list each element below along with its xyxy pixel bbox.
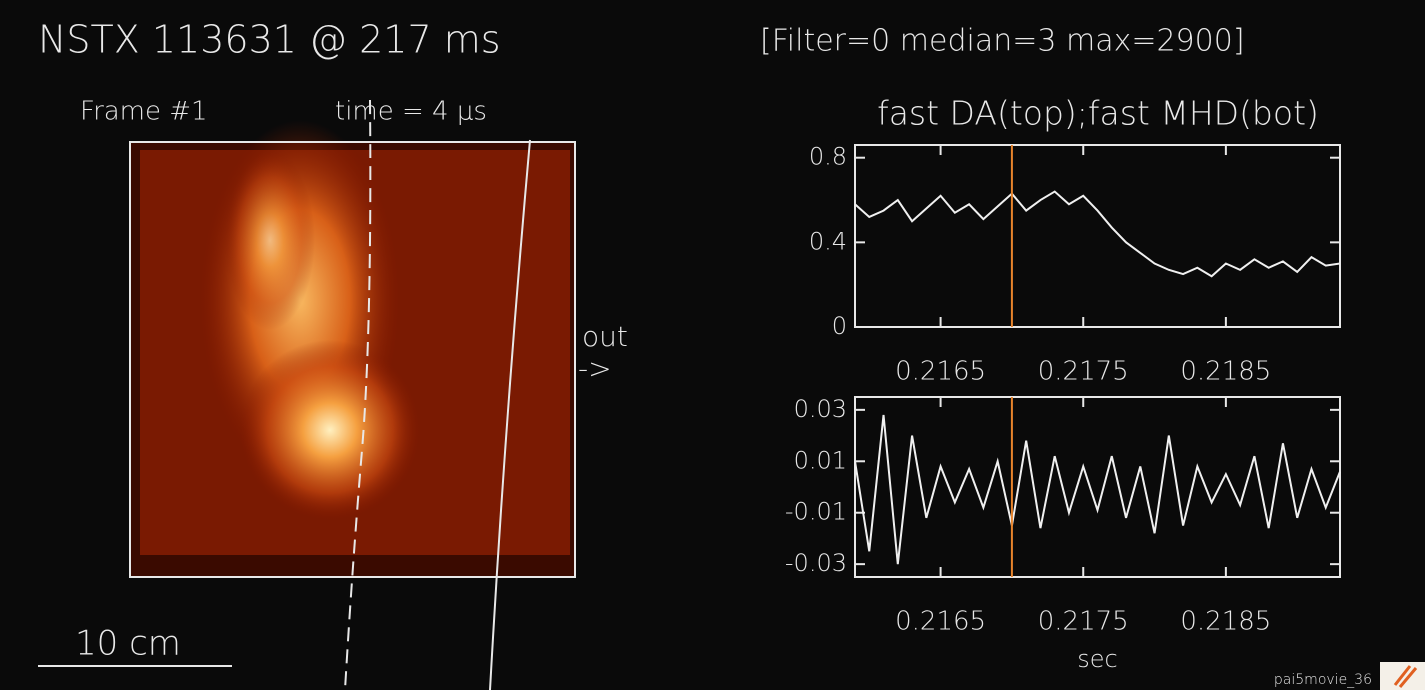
y-tick-label: -0.01 [785, 498, 847, 526]
frame-label: Frame #1 [80, 97, 208, 127]
settings: [Filter=0 median=3 max=2900] [760, 24, 1245, 59]
y-tick-label: 0.4 [809, 227, 847, 255]
scale-label: 10 cm [75, 624, 181, 664]
footer: pai5movie_36 [1274, 672, 1372, 688]
image-blob [225, 150, 315, 330]
camera-image [130, 120, 575, 577]
title: NSTX 113631 @ 217 ms [38, 18, 501, 62]
y-tick-label: 0 [832, 312, 847, 340]
y-tick-label: 0.01 [794, 446, 847, 474]
x-tick-label: 0.2185 [1180, 607, 1271, 637]
y-tick-label: 0.03 [794, 395, 847, 423]
x-tick-label: 0.2165 [895, 607, 986, 637]
x-axis-label: sec [1077, 645, 1117, 673]
y-tick-label: -0.03 [785, 549, 847, 577]
out-arrow: -> [578, 352, 612, 385]
out-label: out [582, 320, 628, 353]
plot-title: fast DA(top);fast MHD(bot) [877, 94, 1319, 133]
y-tick-label: 0.8 [809, 143, 847, 171]
image-blob [240, 340, 420, 520]
x-tick-label: 0.2175 [1038, 357, 1129, 387]
x-tick-label: 0.2175 [1038, 607, 1129, 637]
movie-frame: NSTX 113631 @ 217 ms [Filter=0 median=3 … [0, 0, 1425, 690]
x-tick-label: 0.2185 [1180, 357, 1271, 387]
time-label: time = 4 μs [335, 97, 487, 127]
x-tick-label: 0.2165 [895, 357, 986, 387]
